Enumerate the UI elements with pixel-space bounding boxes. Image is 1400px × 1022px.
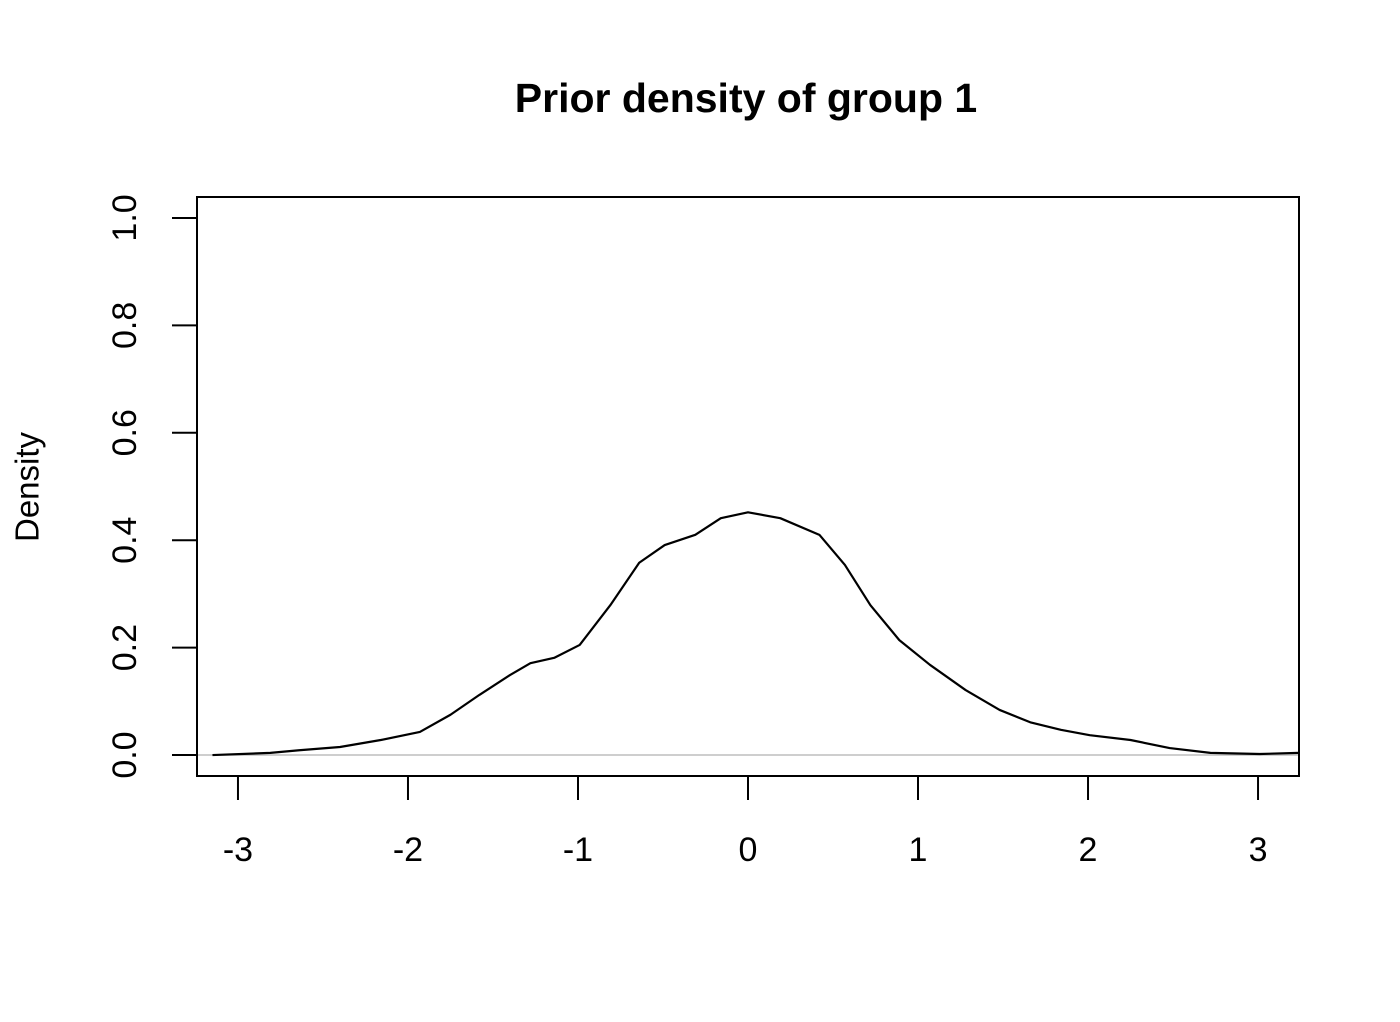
x-tick-label: 3 [1249,831,1268,869]
chart-title: Prior density of group 1 [515,75,977,121]
y-tick-label: 0.2 [106,624,144,671]
y-tick-label: 0.8 [106,302,144,349]
y-tick-label: 0.0 [106,731,144,778]
y-tick-label: 0.6 [106,409,144,456]
y-tick-label: 1.0 [106,194,144,241]
x-tick-label: -2 [393,831,423,869]
x-tick-label: -1 [563,831,593,869]
y-tick-label: 0.4 [106,517,144,564]
x-tick-label: 0 [739,831,758,869]
density-line [212,511,1299,757]
y-axis-label: Density [9,431,46,542]
x-tick-label: 2 [1079,831,1098,869]
x-tick-label: 1 [909,831,928,869]
x-tick-label: -3 [223,831,253,869]
